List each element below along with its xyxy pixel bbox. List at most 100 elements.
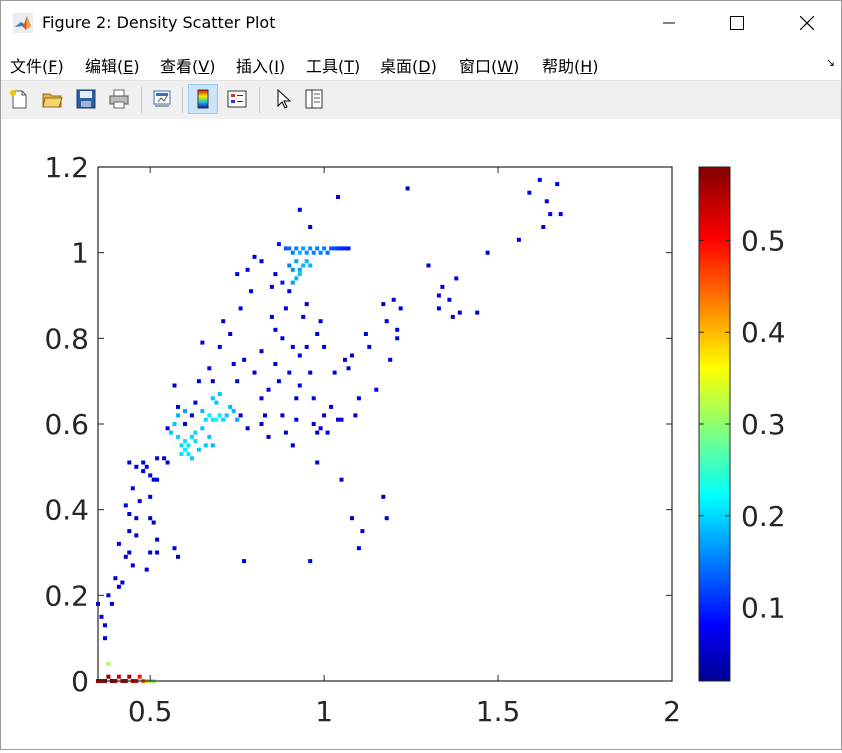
scatter-point: [127, 674, 132, 679]
scatter-point: [179, 452, 184, 456]
scatter-point: [172, 422, 177, 426]
maximize-icon: [730, 16, 744, 30]
scatter-point: [103, 636, 107, 641]
colorbar-tick-label: 0.4: [741, 316, 786, 349]
menu-window[interactable]: 窗口(W): [459, 57, 520, 76]
menu-bar: 文件(F) 编辑(E) 查看(V) 插入(I) 工具(T) 桌面(D) 窗口(W…: [1, 48, 841, 78]
scatter-point: [176, 413, 180, 418]
scatter-point: [395, 327, 400, 332]
scatter-point: [273, 272, 278, 277]
save-button[interactable]: [71, 84, 101, 114]
scatter-point: [155, 477, 160, 482]
scatter-point: [475, 310, 480, 315]
minimize-button[interactable]: [646, 1, 692, 45]
scatter-point: [200, 340, 205, 345]
scatter-point: [346, 246, 351, 251]
scatter-point: [398, 306, 403, 311]
scatter-point: [141, 460, 146, 465]
scatter-point: [558, 212, 563, 217]
legend-toggle-button[interactable]: [222, 84, 252, 114]
scatter-point: [339, 417, 344, 422]
scatter-point: [245, 267, 250, 272]
scatter-point: [308, 370, 313, 375]
scatter-point: [193, 400, 198, 405]
scatter-point: [113, 576, 118, 581]
scatter-point: [308, 559, 313, 564]
toolbar-separator: [182, 87, 183, 113]
menu-help[interactable]: 帮助(H): [542, 57, 599, 76]
link-plot-icon: [153, 90, 171, 107]
scatter-point: [287, 246, 292, 251]
menu-view[interactable]: 查看(V): [160, 57, 216, 76]
print-button[interactable]: [104, 84, 134, 114]
edit-plot-button[interactable]: [267, 84, 297, 114]
colorbar-toggle-button[interactable]: [188, 84, 218, 114]
scatter-point: [176, 434, 180, 439]
figure-canvas[interactable]: 0.5 1 1.5 2 0 0.2 0.4 0.6 0.8 1 1.2 0.1 0.2 0.3 0.4 0…: [1, 119, 841, 749]
y-tick-label: 0.6: [44, 408, 89, 441]
scatter-point: [311, 250, 316, 255]
scatter-point: [176, 404, 180, 409]
scatter-point: [238, 306, 243, 311]
scatter-point: [343, 357, 347, 362]
scatter-point: [116, 541, 121, 546]
scatter-point: [374, 387, 379, 392]
print-icon: [109, 89, 129, 109]
density-scatter-chart[interactable]: 0.5 1 1.5 2 00.20.40.60.811.2 0.10.20.30.40…: [1, 119, 841, 749]
scatter-point: [207, 434, 212, 439]
menu-file[interactable]: 文件(F): [10, 57, 64, 76]
colorbar-tick-label: 0.5: [741, 224, 786, 257]
colorbar-ticks: [699, 239, 730, 609]
open-file-button[interactable]: [37, 84, 67, 114]
maximize-button[interactable]: [714, 1, 760, 45]
menu-insert[interactable]: 插入(I): [236, 57, 286, 76]
scatter-point: [290, 344, 295, 349]
scatter-point: [405, 186, 410, 191]
scatter-point: [242, 357, 247, 362]
y-tick-label: 0.2: [44, 579, 89, 612]
scatter-point: [203, 417, 208, 422]
scatter-point: [103, 623, 107, 628]
scatter-point: [130, 563, 135, 568]
y-tick-label: 1: [71, 237, 89, 270]
y-tick-label: 1.2: [44, 151, 89, 184]
x-tick-label: 2: [663, 695, 681, 728]
scatter-point: [297, 272, 302, 277]
scatter-point: [516, 237, 521, 242]
menu-tools[interactable]: 工具(T): [306, 57, 361, 76]
scatter-point: [311, 396, 316, 401]
scatter-point: [116, 584, 121, 589]
scatter-point: [130, 486, 135, 491]
scatter-point: [381, 494, 386, 499]
menu-edit[interactable]: 编辑(E): [85, 57, 140, 76]
scatter-point: [322, 413, 327, 418]
scatter-point: [343, 246, 347, 251]
scatter-point: [148, 550, 153, 555]
scatter-point: [193, 430, 198, 435]
scatter-point: [214, 417, 219, 422]
scatter-point: [297, 353, 302, 358]
close-button[interactable]: [784, 1, 830, 45]
scatter-point: [228, 332, 233, 336]
scatter-point: [259, 422, 264, 426]
new-figure-button[interactable]: [4, 84, 34, 114]
matlab-logo-icon: [13, 13, 33, 33]
menu-desktop[interactable]: 桌面(D): [380, 57, 437, 76]
y-tick-label: 0.8: [44, 322, 89, 355]
title-bar[interactable]: Figure 2: Density Scatter Plot: [1, 1, 841, 45]
property-inspector-button[interactable]: [299, 84, 329, 114]
dock-figure-icon[interactable]: ↘: [825, 56, 835, 69]
scatter-point: [148, 516, 153, 521]
y-axis-tick-labels: 0 0.2 0.4 0.6 0.8 1 1.2: [44, 151, 89, 698]
scatter-point: [137, 674, 142, 679]
scatter-point: [155, 456, 160, 461]
scatter-point: [183, 409, 187, 414]
scatter-point: [203, 443, 208, 448]
scatter-point: [350, 353, 354, 358]
link-plot-button[interactable]: [147, 84, 177, 114]
toolbar-separator: [141, 87, 142, 113]
scatter-point: [336, 246, 340, 251]
y-tick-label: 0: [71, 665, 89, 698]
x-tick-label: 1.5: [476, 695, 521, 728]
scatter-point: [196, 447, 201, 452]
